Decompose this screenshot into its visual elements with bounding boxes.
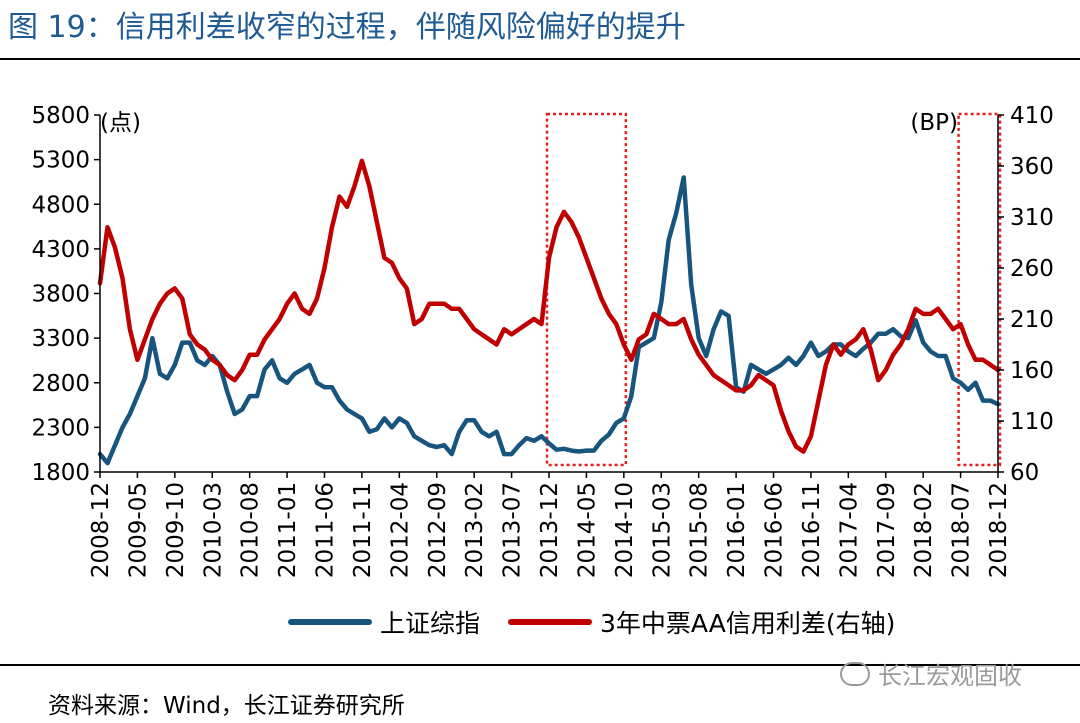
x-tick-label: 2013-07 <box>500 482 526 578</box>
x-tick-label: 2011-01 <box>275 482 301 578</box>
chart-legend: 上证综指 3年中票AA信用利差(右轴) <box>288 600 923 644</box>
left-tick-label: 2800 <box>31 371 90 397</box>
x-tick-label: 2018-02 <box>911 482 937 578</box>
right-tick-label: 410 <box>1010 103 1054 129</box>
left-tick-label: 4800 <box>31 192 90 218</box>
highlight-box-0 <box>545 112 628 467</box>
legend-label-sse: 上证综指 <box>380 609 481 638</box>
x-tick-label: 2011-11 <box>350 482 376 578</box>
left-tick-label: 3800 <box>31 282 90 308</box>
legend-label-spread: 3年中票AA信用利差(右轴) <box>600 609 896 638</box>
legend-swatch-spread <box>508 619 593 625</box>
left-tick-label: 3300 <box>31 326 90 352</box>
x-tick-label: 2013-02 <box>462 482 488 578</box>
left-tick-label: 2300 <box>31 415 90 441</box>
title-divider <box>0 58 1080 60</box>
left-tick-label: 1800 <box>31 460 90 486</box>
x-tick-label: 2016-01 <box>724 482 750 578</box>
series-line-sse <box>97 175 1001 466</box>
right-tick-label: 60 <box>1010 460 1039 486</box>
right-axis-unit: (BP) <box>910 110 958 136</box>
footer-divider <box>0 664 1080 666</box>
right-tick-label: 160 <box>1010 358 1054 384</box>
right-tick-label: 210 <box>1010 307 1054 333</box>
legend-item-spread: 3年中票AA信用利差(右轴) <box>508 604 895 640</box>
x-tick-label: 2010-03 <box>200 482 226 578</box>
x-tick-label: 2010-08 <box>238 482 264 578</box>
watermark: 长江宏观固收 <box>840 656 1022 691</box>
x-tick-label: 2009-10 <box>163 482 189 578</box>
wechat-icon <box>840 661 870 686</box>
legend-swatch-sse <box>288 619 372 625</box>
watermark-text: 长江宏观固收 <box>878 662 1022 690</box>
x-tick-label: 2014-10 <box>612 482 638 578</box>
right-tick-label: 310 <box>1010 205 1054 231</box>
x-tick-label: 2016-11 <box>799 482 825 578</box>
x-tick-label: 2015-03 <box>649 482 675 578</box>
right-tick-label: 360 <box>1010 154 1054 180</box>
x-tick-label: 2014-05 <box>574 482 600 578</box>
x-tick-label: 2011-06 <box>313 482 339 578</box>
left-tick-label: 5800 <box>31 103 90 129</box>
source-note: 资料来源：Wind，长江证券研究所 <box>48 693 405 719</box>
highlight-box-1 <box>957 112 1002 467</box>
series-line-spread <box>97 158 1001 454</box>
x-tick-label: 2017-04 <box>836 482 862 578</box>
x-tick-label: 2009-05 <box>125 482 151 578</box>
x-tick-label: 2015-08 <box>687 482 713 578</box>
right-tick-label: 260 <box>1010 256 1054 282</box>
left-tick-label: 4300 <box>31 237 90 263</box>
left-axis-unit: (点) <box>100 110 141 136</box>
x-tick-label: 2016-06 <box>762 482 788 578</box>
line-chart: 1800 2300 2800 3300 3800 4300 4800 5300 5800 60 11… <box>31 103 1054 578</box>
x-tick-label: 2013-12 <box>537 482 563 578</box>
x-tick-label: 2017-09 <box>874 482 900 578</box>
x-tick-label: 2018-07 <box>949 482 975 578</box>
x-tick-label: 2012-04 <box>387 482 413 578</box>
x-tick-label: 2018-12 <box>986 482 1012 578</box>
legend-item-sse: 上证综指 <box>288 604 480 640</box>
x-tick-label: 2008-12 <box>88 482 114 578</box>
x-tick-label: 2012-09 <box>425 482 451 578</box>
chart-title: 图 19：信用利差收窄的过程，伴随风险偏好的提升 <box>8 10 686 45</box>
right-tick-label: 110 <box>1010 409 1054 435</box>
left-tick-label: 5300 <box>31 148 90 174</box>
